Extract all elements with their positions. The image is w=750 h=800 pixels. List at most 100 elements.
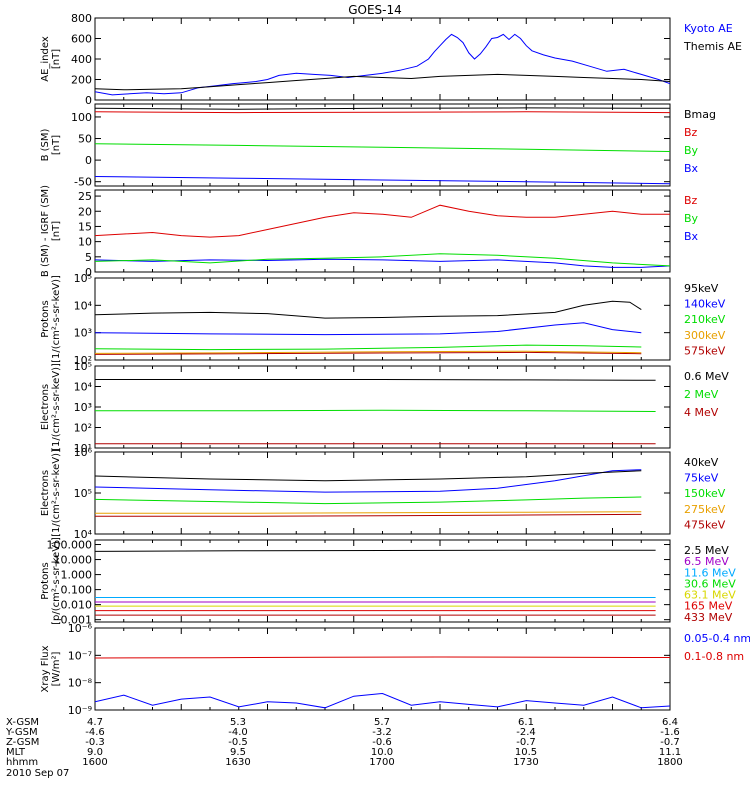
- footer-value: -0.6: [372, 737, 392, 748]
- y-tick-label: 10²: [74, 422, 92, 435]
- footer-value: 1630: [225, 757, 250, 768]
- series-line-75kev: [95, 469, 642, 493]
- y-tick-label: 10⁴: [74, 381, 93, 394]
- series-line-2-mev: [95, 409, 656, 412]
- panel-7: 0.001 0.010 0.100 1.000 10.000 100.000Protons…: [40, 537, 736, 627]
- y-tick-label: 100.000: [47, 539, 93, 552]
- y-tick-label: 10⁵: [74, 360, 92, 373]
- legend-label: 0.1-0.8 nm: [684, 650, 744, 663]
- series-line-bx: [95, 176, 670, 185]
- y-axis-label: Electrons[1/(cm²-s-sr-keV)]: [40, 449, 62, 537]
- y-tick-label: 0.100: [61, 584, 93, 597]
- legend-label: Bz: [684, 194, 698, 207]
- legend-label: 0.05-0.4 nm: [684, 632, 750, 645]
- y-tick-label: 15: [78, 220, 92, 233]
- footer-row-label: hhmm: [6, 757, 38, 768]
- legend-label: Bx: [684, 230, 699, 243]
- series-line-bz: [95, 111, 670, 114]
- y-tick-label: 10⁵: [74, 272, 92, 285]
- footer-value: -0.7: [516, 737, 536, 748]
- chart-title: GOES-14: [348, 3, 402, 17]
- footer-value: 6.4: [662, 717, 678, 728]
- series-line-475kev: [95, 513, 642, 517]
- legend-label: 433 MeV: [684, 611, 733, 624]
- series-line-themis-ae: [95, 73, 670, 91]
- panel-1: 0 200 400 600 800 AE_index[nT] Kyoto AE Themis …: [40, 12, 742, 107]
- series-line-bmag: [95, 107, 670, 110]
- footer-value: 1600: [82, 757, 107, 768]
- y-tick-label: 0.001: [61, 614, 93, 627]
- panel-frame: [94, 451, 671, 535]
- y-tick-label: 10⁴: [74, 528, 93, 541]
- legend-label: 2 MeV: [684, 388, 719, 401]
- footer-value: -0.5: [228, 737, 248, 748]
- footer-value: 1730: [513, 757, 538, 768]
- series-line-300kev: [95, 350, 642, 354]
- footer-value: 6.1: [518, 717, 534, 728]
- y-tick-label: 600: [71, 33, 92, 46]
- y-tick-label: 10⁻⁸: [68, 677, 93, 690]
- legend-label: By: [684, 144, 699, 157]
- panel-2: -50 0 50 100 B (SM)[nT] Bmag Bz By Bx: [40, 103, 716, 189]
- series-line-0-05-0-4-nm: [95, 692, 670, 709]
- legend-label: 275keV: [684, 503, 726, 516]
- y-tick-label: 200: [71, 74, 92, 87]
- footer-value: 1700: [369, 757, 394, 768]
- panel-frame: [94, 365, 671, 449]
- y-tick-label: 10⁶: [74, 446, 93, 459]
- panel-6: 10⁴ 10⁵ 10⁶ Electrons[1/(cm²-s-sr-keV)] 40ke…: [40, 446, 726, 541]
- legend-label: 165 MeV: [684, 600, 733, 613]
- y-tick-label: 10³: [74, 327, 92, 340]
- footer-value: 11.1: [659, 747, 681, 758]
- footer-value: 10.5: [515, 747, 537, 758]
- series-line-140kev: [95, 322, 642, 336]
- panel-frame: [94, 17, 671, 101]
- series-line-by: [95, 253, 670, 267]
- legend-label: 300keV: [684, 329, 726, 342]
- series-line-40kev: [95, 470, 642, 482]
- panel-5: 10¹ 10² 10³ 10⁴ 10⁵ Electrons[1/(cm²-s-sr-keV…: [40, 360, 729, 455]
- y-tick-label: 10⁵: [74, 487, 92, 500]
- footer-value: -3.2: [372, 727, 392, 738]
- panel-frame: [94, 627, 671, 711]
- panel-8: 10⁻⁹ 10⁻⁸ 10⁻⁷ 10⁻⁶ Xray Flux[W/m²] 0.05-0.4 …: [40, 622, 750, 717]
- legend-label: 63.1 MeV: [684, 589, 736, 602]
- footer-value: 9.5: [230, 747, 246, 758]
- y-tick-label: 10²: [74, 354, 92, 367]
- y-tick-label: 10³: [74, 401, 92, 414]
- series-line-95kev: [95, 300, 642, 319]
- legend-label: Bz: [684, 126, 698, 139]
- y-tick-label: 20: [78, 205, 92, 218]
- y-tick-label: 10.000: [54, 554, 93, 567]
- y-tick-label: 0: [85, 266, 92, 279]
- legend-label: Bmag: [684, 108, 716, 121]
- footer-value: 4.7: [87, 717, 103, 728]
- legend-label: 140keV: [684, 298, 726, 311]
- series-line-2-5-mev: [95, 549, 656, 552]
- orbit-footer: X-GSM 4.7 5.3 5.7 6.1 6.4 Y-GSM -4.6 -4.0 -3.2 -2.…: [5, 717, 683, 779]
- legend-label: 11.6 MeV: [684, 566, 736, 579]
- series-line-kyoto-ae: [95, 33, 670, 96]
- series-line-575kev: [95, 351, 642, 355]
- legend-label: 30.6 MeV: [684, 577, 736, 590]
- y-tick-label: 0: [85, 154, 92, 167]
- y-axis-label: Xray Flux[W/m²]: [40, 645, 62, 692]
- footer-value: 5.3: [230, 717, 246, 728]
- footer-date: 2010 Sep 07: [6, 768, 69, 779]
- footer-value: 10.0: [371, 747, 393, 758]
- footer-value: 1800: [657, 757, 682, 768]
- y-tick-label: 400: [71, 53, 92, 66]
- series-line-150kev: [95, 496, 642, 505]
- series-line-bx: [95, 258, 670, 268]
- footer-row-label: X-GSM: [6, 717, 39, 728]
- footer-value: -0.3: [85, 737, 105, 748]
- y-tick-label: -50: [74, 176, 92, 189]
- y-axis-label: B (SM) - IGRF (SM)[nT]: [40, 185, 62, 277]
- footer-value: -2.4: [516, 727, 536, 738]
- legend-label: 0.6 MeV: [684, 370, 729, 383]
- panel-3: 0 5 10 15 20 25 B (SM) - IGRF (SM)[nT] Bz By Bx: [40, 185, 699, 279]
- y-tick-label: 0.010: [61, 599, 93, 612]
- series-line-by: [95, 143, 670, 152]
- legend-label: 95keV: [684, 282, 719, 295]
